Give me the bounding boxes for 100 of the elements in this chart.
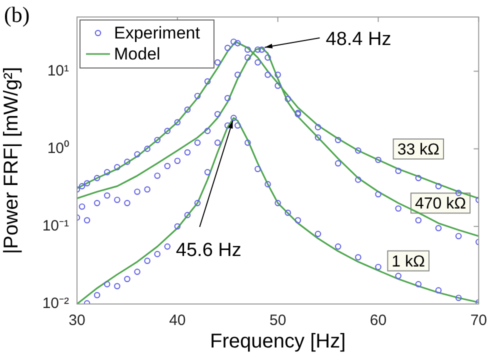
point [314,230,322,238]
point [395,272,402,280]
y-tick-label: 10⁻² [42,295,69,312]
point [224,94,231,102]
point [84,180,90,186]
point [104,192,110,199]
point [254,59,261,66]
point [284,96,292,102]
point [455,294,462,302]
chart-title: (b) [4,2,30,28]
point [214,140,221,146]
point [144,146,150,152]
point [204,78,211,85]
point [314,134,322,141]
point [254,46,261,53]
annotation: 45.6 Hz [176,240,242,262]
point [314,124,322,130]
point [395,168,402,174]
x-tick-label: 50 [269,312,286,330]
point [355,254,362,260]
point [264,72,271,78]
point [274,200,281,206]
point [375,191,382,198]
point [134,188,140,195]
point [84,217,90,224]
point [244,46,251,53]
y-axis-title: |Power FRF| [mW/g²] [0,66,23,254]
point [204,128,211,134]
y-tick-label: 10⁰ [47,140,69,157]
point [334,243,342,250]
point [244,140,251,146]
point [194,92,201,100]
point [234,40,241,46]
point [144,258,150,264]
x-tick-label: 70 [470,312,487,330]
point [124,158,130,165]
point [435,287,442,294]
point [154,172,160,179]
point [174,158,181,164]
point [94,200,100,206]
x-axis-title: Frequency [Hz] [210,330,346,353]
annotation: 470 kΩ [414,196,466,213]
point [294,217,302,224]
point [214,110,221,118]
point [154,136,160,144]
point [258,46,265,53]
point [455,232,462,240]
point [264,181,271,188]
point [94,174,100,182]
point [284,210,292,216]
point [415,281,422,288]
point [415,217,422,224]
annotation: 1 kΩ [392,253,426,270]
point [78,203,86,210]
x-tick-label: 30 [68,312,86,330]
point [114,164,120,170]
point [274,82,281,89]
point [230,114,237,122]
point [334,160,342,166]
point [184,212,191,218]
point [134,151,140,158]
point [174,223,181,230]
point [124,200,130,206]
point [355,176,362,183]
point [455,190,462,196]
point [104,281,110,288]
point [174,119,181,126]
point [114,282,120,290]
point [254,166,261,172]
annotation: 48.4 Hz [326,29,392,50]
point [234,72,241,78]
point [264,54,271,61]
point [395,205,402,212]
point [184,149,191,156]
x-tick-label: 40 [169,312,186,330]
point [154,250,160,258]
point [184,106,191,113]
point [204,169,211,176]
point [194,200,201,206]
point [224,122,231,129]
point [214,59,221,66]
y-tick-label: 10⁻¹ [42,218,69,235]
point [164,243,171,250]
point [224,44,231,52]
point [164,162,171,170]
point [164,128,171,134]
point [94,292,100,298]
annotation: 33 kΩ [397,141,440,158]
x-tick-label: 60 [370,312,387,330]
point [78,183,86,190]
point [144,186,150,193]
point [104,169,110,176]
point [124,276,130,282]
point [375,156,382,164]
point [234,122,241,129]
point [334,136,342,144]
point [375,264,382,270]
point [415,174,422,182]
point [435,224,442,232]
legend-label: Experiment [114,24,200,43]
